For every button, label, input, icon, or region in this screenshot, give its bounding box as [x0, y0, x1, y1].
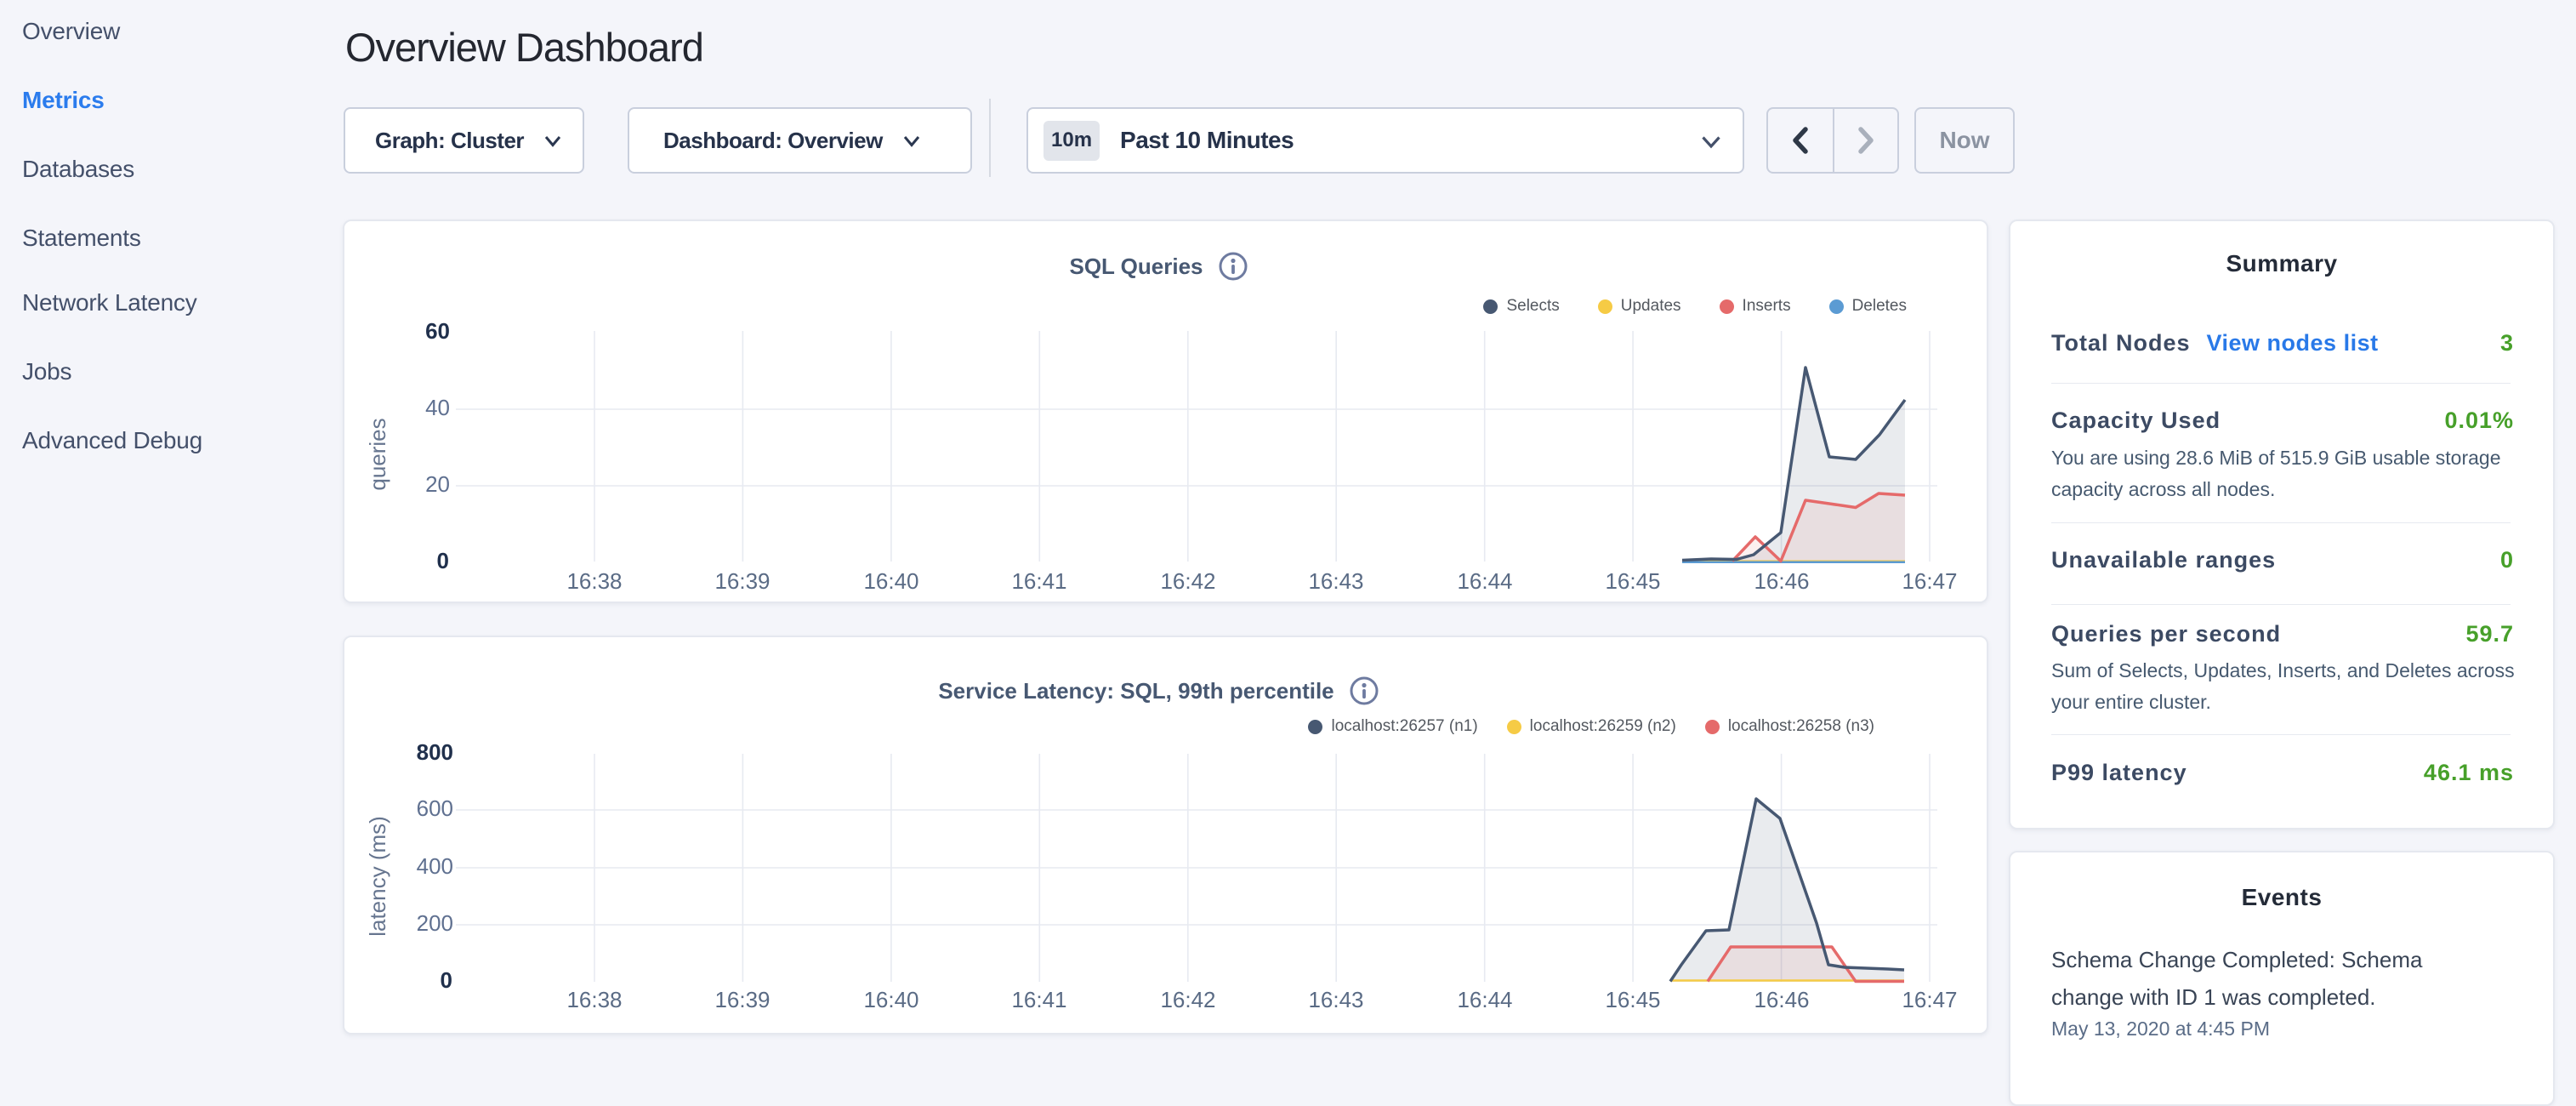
svg-text:16:47: 16:47	[1902, 987, 1957, 1012]
svg-text:latency (ms): latency (ms)	[365, 816, 390, 937]
svg-text:16:44: 16:44	[1457, 987, 1512, 1012]
svg-text:400: 400	[417, 853, 453, 879]
svg-text:16:40: 16:40	[863, 987, 918, 1012]
svg-text:16:40: 16:40	[863, 568, 918, 594]
svg-text:16:43: 16:43	[1308, 568, 1363, 594]
svg-text:0: 0	[437, 548, 449, 573]
svg-text:16:47: 16:47	[1902, 568, 1957, 594]
svg-text:16:39: 16:39	[714, 987, 770, 1012]
svg-text:0: 0	[441, 967, 452, 993]
svg-text:800: 800	[417, 739, 453, 765]
svg-text:16:45: 16:45	[1605, 568, 1660, 594]
svg-text:16:46: 16:46	[1754, 568, 1809, 594]
svg-text:16:43: 16:43	[1308, 987, 1363, 1012]
svg-text:600: 600	[417, 795, 453, 821]
svg-text:40: 40	[425, 395, 450, 420]
svg-text:16:39: 16:39	[714, 568, 770, 594]
svg-text:16:44: 16:44	[1457, 568, 1512, 594]
svg-text:200: 200	[417, 910, 453, 936]
svg-text:16:38: 16:38	[566, 568, 622, 594]
svg-text:16:42: 16:42	[1160, 568, 1215, 594]
svg-text:16:41: 16:41	[1011, 987, 1066, 1012]
svg-text:20: 20	[425, 471, 450, 497]
svg-text:16:41: 16:41	[1011, 568, 1066, 594]
svg-text:16:42: 16:42	[1160, 987, 1215, 1012]
svg-text:60: 60	[425, 318, 450, 344]
svg-text:16:46: 16:46	[1754, 987, 1809, 1012]
svg-text:16:45: 16:45	[1605, 987, 1660, 1012]
svg-text:queries: queries	[365, 418, 390, 490]
svg-text:16:38: 16:38	[566, 987, 622, 1012]
